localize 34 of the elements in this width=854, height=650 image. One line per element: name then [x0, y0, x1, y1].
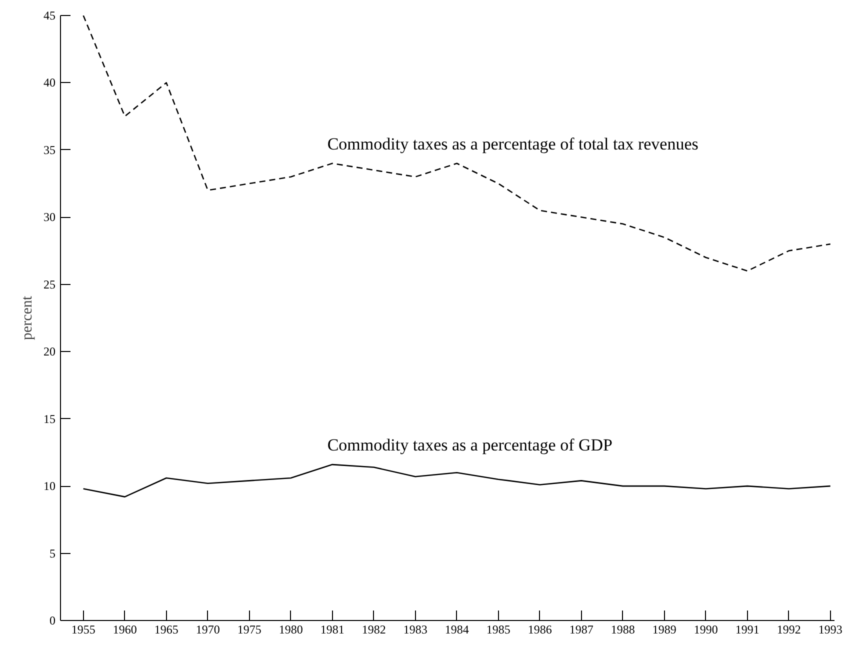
y-tick-label: 0	[50, 614, 56, 628]
x-tick-label: 1955	[71, 622, 96, 636]
x-tick-label: 1991	[735, 622, 760, 636]
y-tick-label: 40	[44, 76, 56, 90]
series-label: Commodity taxes as a percentage of total tax revenues	[327, 134, 698, 154]
x-tick-label: 1989	[652, 622, 676, 636]
x-tick-label: 1984	[444, 622, 469, 636]
y-tick-label: 25	[44, 277, 56, 292]
y-tick-label: 15	[44, 412, 56, 426]
x-tick-label: 1992	[776, 622, 801, 636]
x-tick-label: 1993	[818, 622, 842, 636]
x-tick-label: 1990	[694, 622, 718, 636]
x-tick-label: 1960	[112, 622, 137, 636]
x-tick-label: 1965	[154, 622, 178, 636]
x-tick-label: 1982	[362, 622, 386, 636]
x-tick-label: 1975	[237, 622, 262, 636]
line-series	[82, 464, 831, 498]
x-tick-label: 1981	[320, 622, 344, 636]
x-tick-label: 1987	[569, 622, 594, 636]
y-tick-label: 10	[44, 479, 56, 494]
y-tick-label: 5	[50, 546, 56, 560]
y-axis-title: percent	[20, 295, 36, 340]
x-tick-label: 1970	[196, 622, 220, 636]
y-tick-label: 30	[44, 210, 56, 224]
x-tick-label: 1986	[528, 622, 552, 636]
x-tick-label: 1985	[486, 622, 510, 636]
y-tick-label: 20	[44, 344, 56, 359]
x-tick-label: 1983	[403, 622, 428, 636]
y-tick-label: 35	[44, 142, 56, 157]
y-tick-label: 45	[44, 8, 56, 22]
x-tick-label: 1988	[610, 622, 635, 636]
line-series	[82, 16, 831, 272]
x-tick-label: 1980	[278, 622, 303, 636]
series-label: Commodity taxes as a percentage of GDP	[327, 436, 612, 455]
